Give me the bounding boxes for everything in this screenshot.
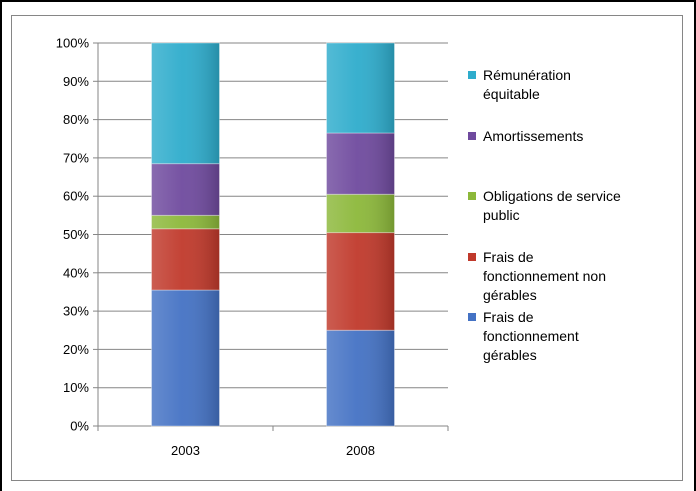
legend-swatch — [468, 71, 476, 79]
y-tick-label: 100% — [56, 36, 90, 51]
legend-swatch — [468, 313, 476, 321]
legend: Rémunération équitable Amortissements Oblig… — [468, 67, 621, 363]
y-tick-label: 50% — [63, 227, 89, 242]
bar-segment-shade — [151, 289, 220, 427]
y-tick-label: 90% — [63, 74, 89, 89]
x-tick-label: 2003 — [171, 443, 200, 458]
bar-segment-shade — [326, 132, 395, 195]
legend-swatch — [468, 253, 476, 261]
x-tick-label: 2008 — [346, 443, 375, 458]
bar-segment-shade — [151, 163, 220, 216]
y-tick-label: 40% — [63, 265, 89, 280]
y-tick-label: 0% — [70, 419, 89, 434]
legend-label: public — [483, 207, 520, 223]
legend-label: Rémunération — [483, 67, 571, 83]
bar-segment-shade — [326, 193, 395, 234]
bar-segment-shade — [326, 42, 395, 134]
legend-swatch — [468, 192, 476, 200]
bar-segment-shade — [151, 228, 220, 291]
y-tick-label: 70% — [63, 150, 89, 165]
legend-label: Frais de — [483, 249, 534, 265]
y-tick-label: 80% — [63, 112, 89, 127]
bar-segment-shade — [151, 214, 220, 230]
bar-segment-shade — [151, 42, 220, 165]
bar-segment-shade — [326, 329, 395, 427]
legend-label: équitable — [483, 86, 540, 102]
y-tick-label: 30% — [63, 304, 89, 319]
y-tick-label: 60% — [63, 189, 89, 204]
legend-label: Frais de — [483, 309, 534, 325]
legend-label: fonctionnement non — [483, 268, 606, 284]
y-tick-label: 20% — [63, 342, 89, 357]
legend-label: Amortissements — [483, 128, 583, 144]
gridlines — [98, 42, 448, 389]
legend-label: fonctionnement — [483, 328, 579, 344]
bar-segment-shade — [326, 232, 395, 331]
legend-swatch — [468, 132, 476, 140]
bars — [151, 42, 395, 427]
legend-label: Obligations de service — [483, 188, 621, 204]
legend-label: gérables — [483, 287, 537, 303]
tick-labels: 0% 10% 20% 30% 40% 50% 60% 70% 80% 90% 100% 2003 200… — [56, 36, 375, 459]
legend-label: gérables — [483, 347, 537, 363]
y-tick-label: 10% — [63, 380, 89, 395]
